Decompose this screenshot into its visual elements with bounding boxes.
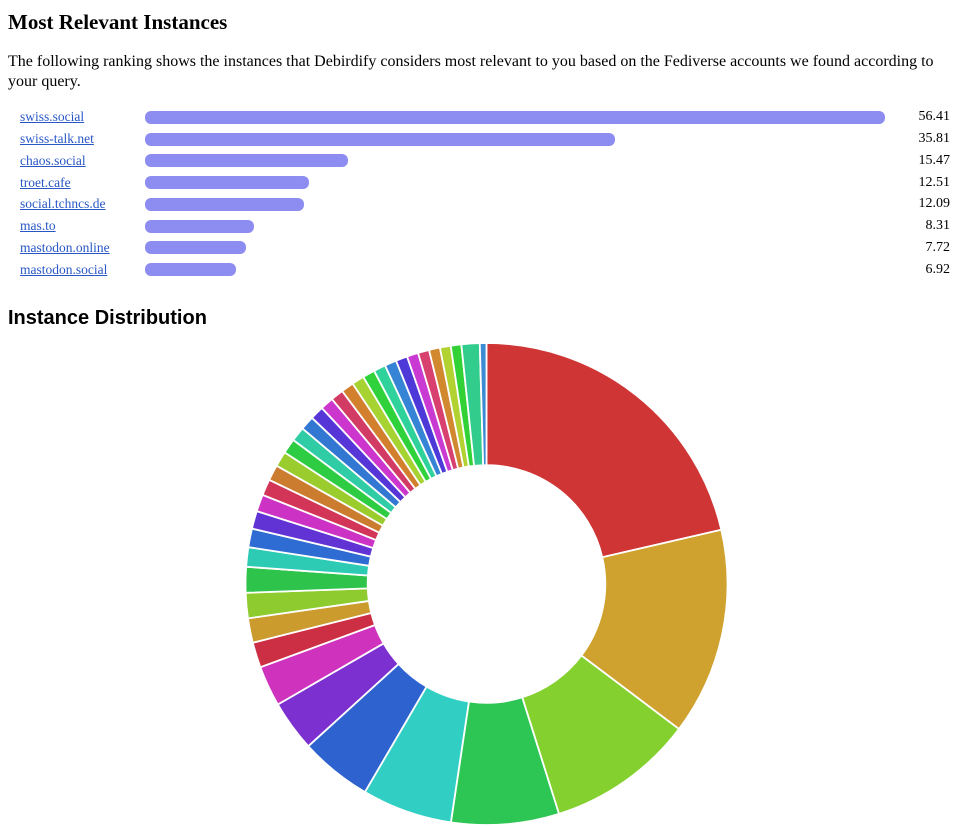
bar-value: 6.92 — [925, 261, 951, 277]
bar-row: swiss-talk.net 35.81 — [20, 128, 973, 150]
instance-link[interactable]: social.tchncs.de — [20, 196, 106, 212]
bar-value: 8.31 — [925, 218, 951, 234]
instance-link[interactable]: swiss-talk.net — [20, 131, 94, 146]
bar-row: social.tchncs.de 12.09 — [20, 194, 973, 216]
distribution-heading: Instance Distribution — [8, 306, 207, 329]
bar-track — [145, 197, 885, 211]
bar-track — [145, 241, 885, 255]
instance-link[interactable]: mas.to — [20, 218, 56, 234]
donut-segment — [478, 342, 488, 467]
intro-text: The following ranking shows the instance… — [8, 53, 934, 91]
instance-link[interactable]: mastodon.social — [20, 261, 108, 277]
bar-track — [145, 110, 885, 124]
bar — [145, 110, 885, 124]
bar — [145, 197, 304, 211]
bar-value: 7.72 — [925, 239, 951, 255]
bar-row: mas.to 8.31 — [20, 215, 973, 237]
relevance-bar-chart: swiss.social 56.41 swiss-talk.net 35.81 … — [8, 106, 973, 280]
bar-row: mastodon.online 7.72 — [20, 237, 973, 259]
donut-segment — [580, 528, 729, 731]
bar-value: 12.51 — [918, 174, 951, 190]
bar-track — [145, 176, 885, 190]
instance-link[interactable]: swiss.social — [20, 109, 85, 125]
bar-value: 15.47 — [918, 152, 951, 168]
bar-value: 12.09 — [918, 196, 951, 212]
bar — [145, 154, 348, 168]
bar — [145, 263, 236, 277]
bar-row: troet.cafe 12.51 — [20, 172, 973, 194]
bar — [145, 241, 247, 255]
bar-value: 56.41 — [918, 109, 951, 125]
instance-link[interactable]: troet.cafe — [20, 174, 71, 190]
bar-row: chaos.social 15.47 — [20, 150, 973, 172]
bar-value: 35.81 — [918, 131, 951, 146]
bar-track — [145, 154, 885, 168]
instance-distribution-donut — [244, 341, 729, 827]
donut-segment — [485, 342, 723, 559]
instance-link[interactable]: chaos.social — [20, 152, 86, 168]
bar-track — [145, 132, 885, 146]
bar-row: swiss.social 56.41 — [20, 106, 973, 128]
report-page: Most Relevant Instances The following ra… — [0, 10, 973, 330]
relevance-heading: Most Relevant Instances — [8, 10, 228, 34]
instance-link[interactable]: mastodon.online — [20, 239, 110, 255]
bar — [145, 132, 615, 146]
bar-track — [145, 263, 885, 277]
bar — [145, 176, 310, 190]
bar-row: mastodon.social 6.92 — [20, 259, 973, 281]
bar-track — [145, 219, 885, 233]
donut-chart-svg — [244, 342, 729, 826]
bar — [145, 219, 254, 233]
